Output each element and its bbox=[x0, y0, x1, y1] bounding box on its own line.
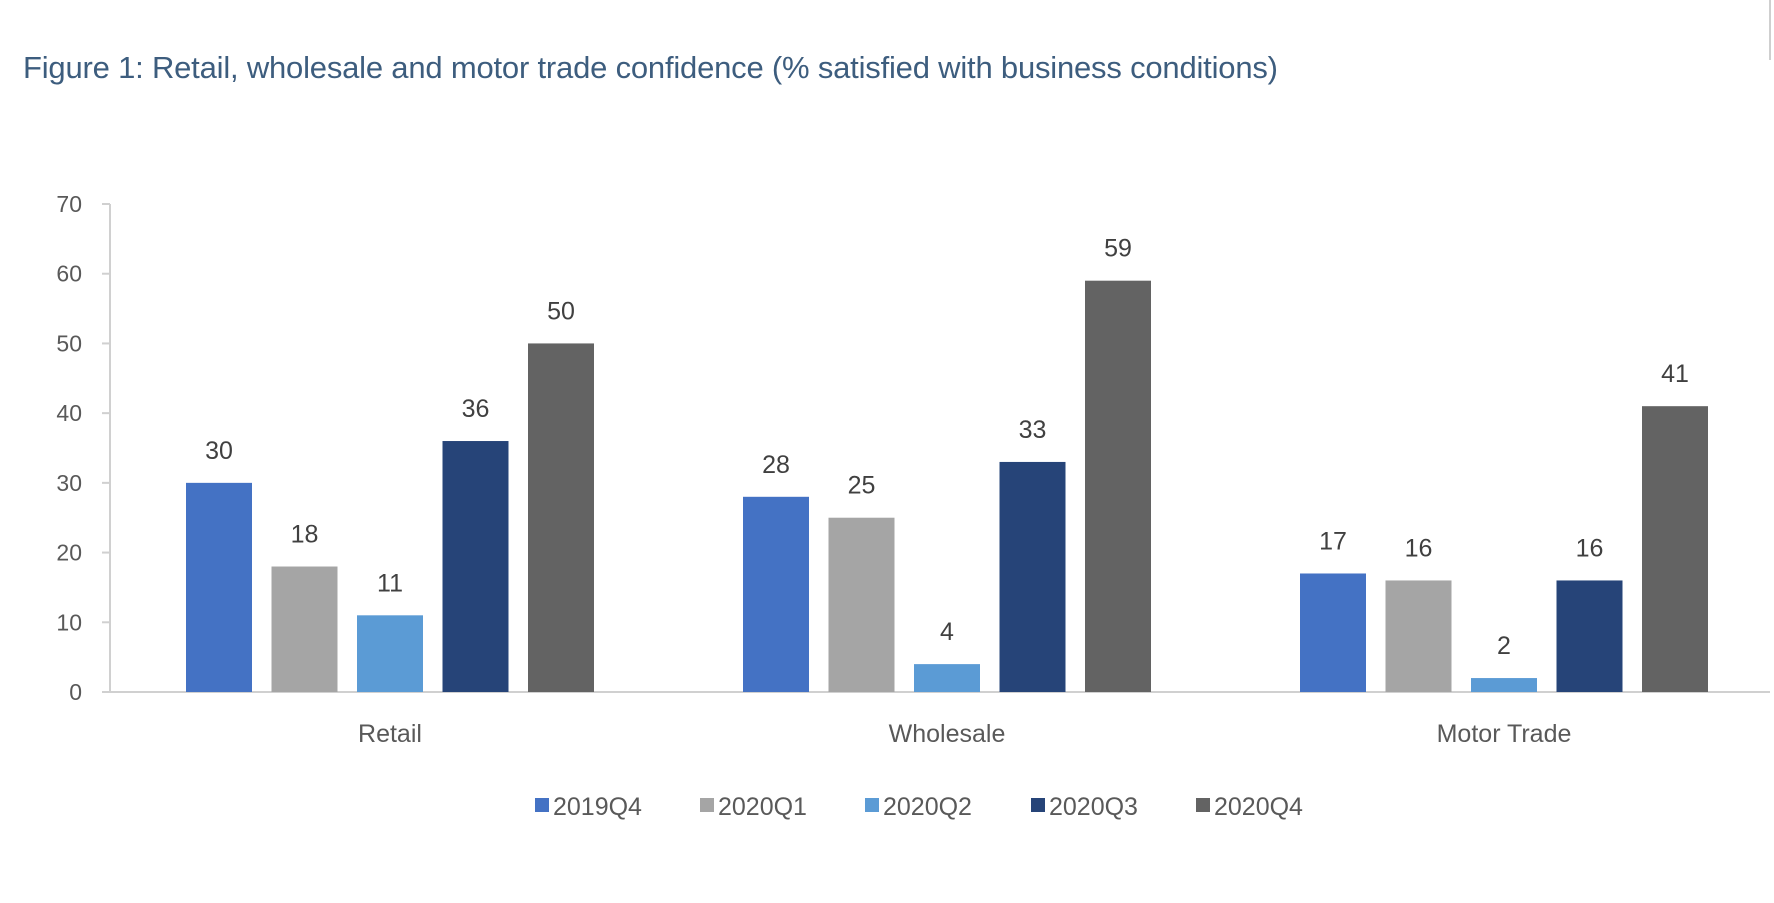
data-label: 17 bbox=[1319, 527, 1347, 555]
bar-2020q2-motor-trade bbox=[1471, 678, 1537, 692]
x-category-label: Retail bbox=[358, 720, 422, 748]
data-label: 2 bbox=[1497, 632, 1511, 660]
bar-2020q3-retail bbox=[442, 441, 509, 692]
legend-swatch-2020q2 bbox=[865, 798, 879, 812]
data-label: 30 bbox=[205, 437, 233, 465]
legend-label: 2020Q2 bbox=[883, 793, 972, 821]
y-tick-label: 70 bbox=[56, 191, 82, 217]
bar-2019q4-retail bbox=[186, 482, 252, 692]
y-tick-label: 20 bbox=[56, 540, 82, 566]
legend-label: 2020Q3 bbox=[1049, 793, 1138, 821]
page-edge-divider bbox=[1769, 0, 1771, 60]
chart-title: Figure 1: Retail, wholesale and motor tr… bbox=[23, 50, 1278, 85]
data-label: 16 bbox=[1405, 534, 1433, 562]
bar-2019q4-wholesale bbox=[743, 496, 809, 692]
data-label: 11 bbox=[377, 569, 403, 597]
bar-2020q2-retail bbox=[357, 615, 423, 692]
legend-label: 2019Q4 bbox=[553, 793, 642, 821]
y-tick-label: 10 bbox=[56, 609, 82, 635]
bar-2020q2-wholesale bbox=[914, 664, 980, 692]
bar-2020q3-motor-trade bbox=[1556, 580, 1623, 692]
legend-swatch-2020q3 bbox=[1031, 798, 1045, 812]
x-category-label: Wholesale bbox=[889, 720, 1006, 748]
data-label: 36 bbox=[462, 395, 490, 423]
y-tick-label: 60 bbox=[56, 261, 82, 287]
data-label: 28 bbox=[762, 451, 790, 479]
legend-swatch-2019q4 bbox=[535, 798, 549, 812]
bar-2020q4-retail bbox=[528, 343, 594, 692]
x-category-label: Motor Trade bbox=[1437, 720, 1572, 748]
y-tick-label: 30 bbox=[56, 470, 82, 496]
legend-label: 2020Q1 bbox=[718, 793, 807, 821]
bar-2020q1-retail bbox=[271, 566, 338, 692]
y-tick-label: 40 bbox=[56, 400, 82, 426]
bar-2020q4-motor-trade bbox=[1642, 406, 1708, 692]
bar-2020q3-wholesale bbox=[999, 461, 1066, 692]
bar-2020q4-wholesale bbox=[1085, 280, 1151, 692]
data-label: 25 bbox=[848, 472, 876, 500]
data-label: 4 bbox=[940, 618, 954, 646]
legend-swatch-2020q4 bbox=[1196, 798, 1210, 812]
y-tick-label: 0 bbox=[69, 679, 82, 705]
data-label: 41 bbox=[1661, 360, 1689, 388]
legend-label: 2020Q4 bbox=[1214, 793, 1303, 821]
y-tick-label: 50 bbox=[56, 330, 82, 356]
data-label: 18 bbox=[291, 521, 319, 549]
bar-2020q1-motor-trade bbox=[1385, 580, 1452, 692]
bar-2019q4-motor-trade bbox=[1300, 573, 1366, 692]
data-label: 33 bbox=[1019, 416, 1047, 444]
legend-swatch-2020q1 bbox=[700, 798, 714, 812]
data-label: 59 bbox=[1104, 235, 1132, 263]
bar-2020q1-wholesale bbox=[828, 517, 895, 692]
data-label: 16 bbox=[1576, 534, 1604, 562]
data-label: 50 bbox=[547, 297, 575, 325]
